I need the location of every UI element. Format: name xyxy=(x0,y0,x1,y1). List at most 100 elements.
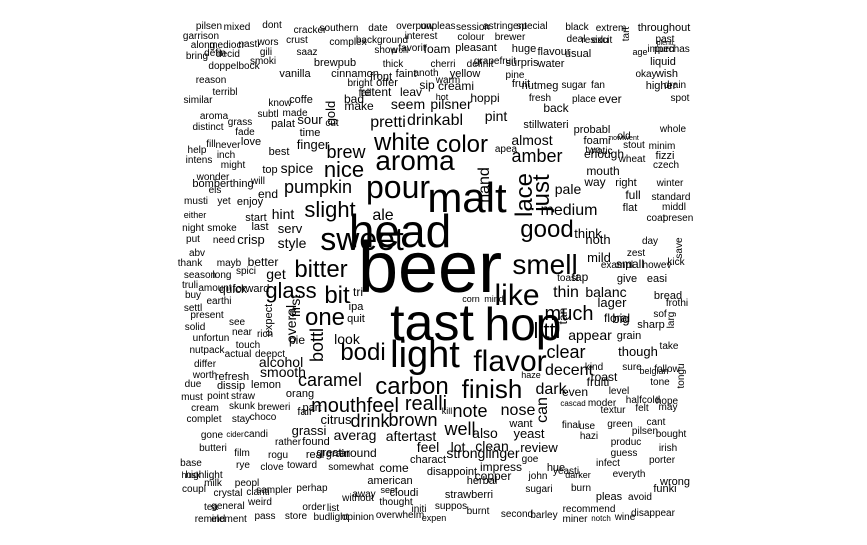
word-hazi: hazi xyxy=(580,431,598,442)
word-caramel: caramel xyxy=(298,370,362,390)
word-kind: kind xyxy=(585,362,603,373)
word-night: night xyxy=(182,223,204,234)
word-skunk: skunk xyxy=(229,401,256,412)
word-surpris: surpris xyxy=(505,57,539,69)
word-porter: porter xyxy=(649,455,676,466)
word-grain: grain xyxy=(326,448,350,460)
word-bright: bright xyxy=(347,78,372,89)
word-irish: irish xyxy=(659,443,677,454)
word-husk: husk xyxy=(181,470,201,480)
word-coffe: coffe xyxy=(289,94,313,106)
word-enough: enough xyxy=(584,147,624,161)
word-profil: profil xyxy=(391,46,409,55)
word-might: might xyxy=(221,160,246,171)
word-crystal: crystal xyxy=(214,488,243,499)
word-southern: southern xyxy=(320,23,359,34)
word-imperi: imperi xyxy=(647,44,674,55)
word-wheat: wheat xyxy=(618,154,646,165)
word-small: small xyxy=(616,257,644,271)
word-drink: drink xyxy=(350,411,390,431)
word-tea: tea xyxy=(204,502,218,513)
word-present: present xyxy=(190,310,224,321)
word-deal: deal xyxy=(567,34,586,45)
word-highlight: highlight xyxy=(185,470,222,481)
word-herbal: herbal xyxy=(467,475,498,487)
word-tast: tast xyxy=(390,294,474,352)
word-probabl: probabl xyxy=(574,124,611,136)
word-copper: copper xyxy=(475,469,512,483)
word-belgian: belgian xyxy=(639,366,668,376)
word-better: better xyxy=(248,255,279,269)
word-settl: settl xyxy=(184,303,202,314)
word-quit: quit xyxy=(347,313,365,325)
word-forward: forward xyxy=(233,283,270,295)
word-one: one xyxy=(305,304,345,331)
word-drinkabl: drinkabl xyxy=(407,112,463,129)
word-kick: kick xyxy=(667,257,685,268)
word-stay: stay xyxy=(232,414,250,425)
word-follow: follow xyxy=(654,364,680,375)
word-element: element xyxy=(211,514,247,525)
word-pilsen: pilsen xyxy=(632,426,658,437)
word-grapefruit: grapefruit xyxy=(474,56,516,67)
word-wors: wors xyxy=(256,37,278,48)
word-malt: malt xyxy=(427,174,507,221)
word-throughout: throughout xyxy=(638,22,691,34)
word-cream: cream xyxy=(191,403,219,414)
word-notic: notic xyxy=(591,146,612,157)
word-earthi: earthi xyxy=(206,296,231,307)
word-wrong: wrong xyxy=(659,476,690,488)
word-aroma: aroma xyxy=(375,145,455,176)
word-way: way xyxy=(583,175,605,189)
word-els: els xyxy=(209,185,222,196)
word-save: save xyxy=(674,237,685,259)
word-straw: straw xyxy=(231,391,256,402)
word-bring: bring xyxy=(186,51,208,62)
word-mouth: mouth xyxy=(586,164,619,178)
word-nose: nose xyxy=(501,402,536,419)
word-best: best xyxy=(269,146,290,158)
word-wonder: wonder xyxy=(196,172,230,183)
word-overal: overal xyxy=(283,305,299,343)
word-slight: slight xyxy=(304,197,355,222)
word-plenti: plenti xyxy=(657,40,674,47)
word-cherri: cherri xyxy=(430,59,455,70)
word-guess: guess xyxy=(611,448,638,459)
word-hop: hop xyxy=(485,298,562,350)
word-huge: huge xyxy=(512,43,536,55)
word-balanc: balanc xyxy=(585,284,626,300)
word-alcohol: alcohol xyxy=(259,354,303,370)
word-buy: buy xyxy=(185,290,201,301)
word-even: even xyxy=(562,385,588,399)
word-bitter: bitter xyxy=(294,256,347,283)
word-session: session xyxy=(456,22,490,33)
word-astringent: astringent xyxy=(483,21,527,32)
word-suppos: suppos xyxy=(435,501,467,512)
word-minim: minim xyxy=(649,141,676,152)
word-cascad: cascad xyxy=(560,399,585,408)
word-abv: abv xyxy=(189,248,205,259)
word-defin: defin xyxy=(204,48,226,59)
word-hot: hot xyxy=(436,92,449,102)
word-long: long xyxy=(213,270,232,281)
word-presen: presen xyxy=(663,213,694,224)
word-everyth: everyth xyxy=(613,469,646,480)
word-clean: clean xyxy=(475,438,508,454)
word-somewhat: somewhat xyxy=(328,462,374,473)
word-produc: produc xyxy=(611,437,642,448)
word-tone: tone xyxy=(650,377,670,388)
word-hue: hue xyxy=(547,462,565,474)
word-help: help xyxy=(188,145,207,156)
word-smoke: smoke xyxy=(207,223,237,234)
word-weird: weird xyxy=(247,497,272,508)
word-clariti: clariti xyxy=(246,487,269,498)
word-tart: tart xyxy=(621,27,632,42)
word-thank: thank xyxy=(178,258,203,269)
word-ever: ever xyxy=(598,92,621,106)
word-worth: worth xyxy=(192,370,217,381)
word-pilsner: pilsner xyxy=(430,96,472,112)
word-winter: winter xyxy=(656,178,684,189)
word-easi: easi xyxy=(647,273,667,285)
word-almost: almost xyxy=(511,132,552,148)
